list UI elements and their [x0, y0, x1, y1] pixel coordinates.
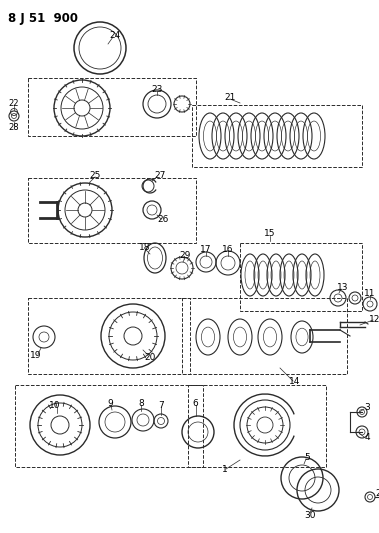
Text: 12: 12: [369, 314, 379, 324]
Text: 25: 25: [89, 171, 101, 180]
Text: 29: 29: [179, 252, 191, 261]
Text: 2: 2: [375, 489, 379, 497]
Text: 19: 19: [30, 351, 42, 359]
Text: 17: 17: [200, 246, 212, 254]
Text: 10: 10: [49, 400, 61, 409]
Text: 11: 11: [364, 288, 376, 297]
Text: 6: 6: [192, 399, 198, 408]
Text: 7: 7: [158, 400, 164, 409]
Bar: [15, 385, 203, 467]
Text: 16: 16: [222, 245, 234, 254]
Text: 24: 24: [110, 30, 121, 39]
Text: 23: 23: [151, 85, 163, 94]
Text: 9: 9: [107, 399, 113, 408]
Bar: [192, 105, 362, 167]
Text: 8: 8: [138, 399, 144, 408]
Text: 14: 14: [289, 377, 301, 386]
Text: 30: 30: [304, 511, 316, 520]
Text: 21: 21: [224, 93, 236, 101]
Text: 3: 3: [364, 403, 370, 413]
Text: 28: 28: [9, 124, 19, 133]
Bar: [182, 298, 347, 374]
Bar: [28, 298, 190, 374]
Bar: [28, 178, 196, 243]
Text: 18: 18: [139, 244, 151, 253]
Text: 15: 15: [264, 230, 276, 238]
Text: 13: 13: [337, 284, 349, 293]
Text: 27: 27: [154, 171, 166, 180]
Bar: [188, 385, 326, 467]
Text: 5: 5: [304, 454, 310, 463]
Bar: [28, 78, 196, 136]
Text: 4: 4: [364, 433, 370, 442]
Text: 8 J 51  900: 8 J 51 900: [8, 12, 78, 25]
Bar: [240, 243, 362, 311]
Text: 20: 20: [144, 352, 156, 361]
Text: 22: 22: [9, 100, 19, 109]
Text: 1: 1: [222, 465, 228, 474]
Text: 26: 26: [157, 215, 169, 224]
